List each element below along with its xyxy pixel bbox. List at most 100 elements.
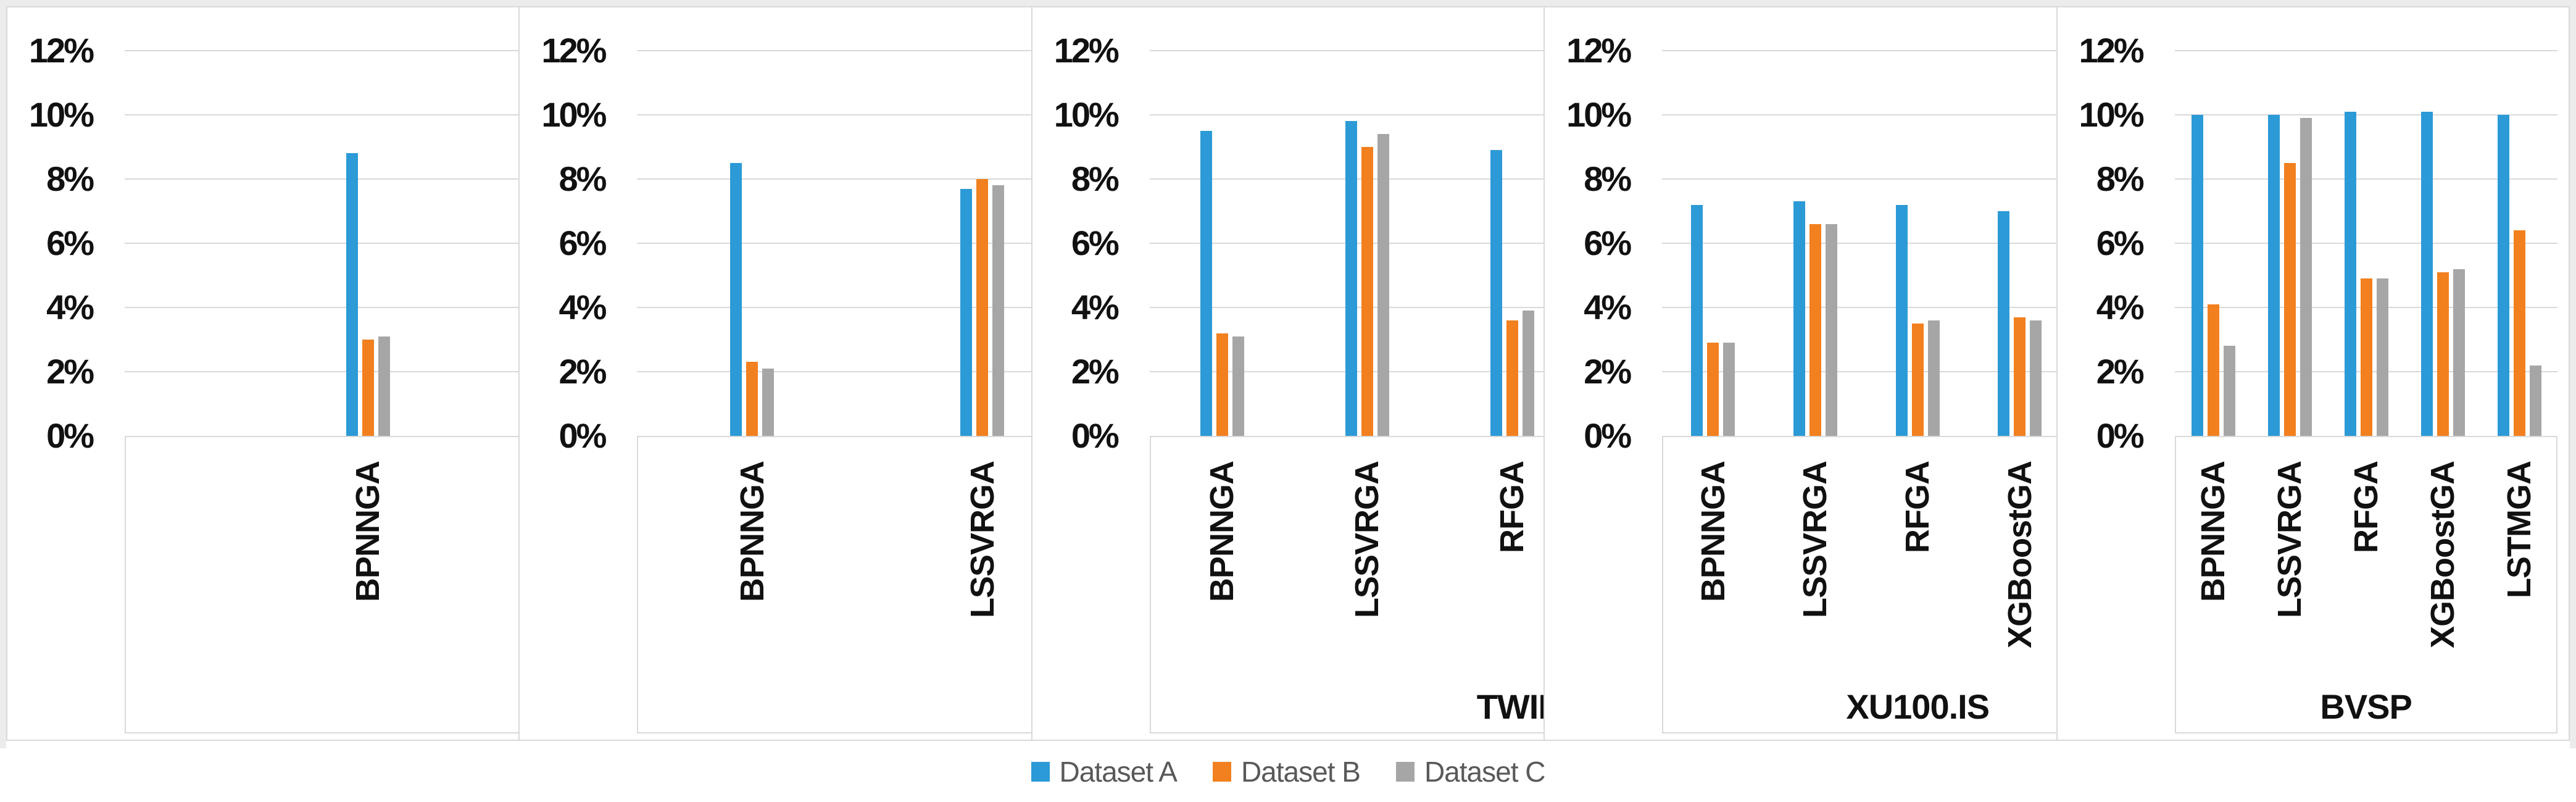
bar-dataset-a-rfga [2344, 112, 2356, 436]
bar-dataset-b-bpnnga [746, 362, 758, 436]
bar-dataset-b-bpnnga [2207, 304, 2219, 436]
chart-panel-n225: 12%10%8%6%4%2%0%BPNNGALSSVRGARFGAXGBoost… [6, 6, 2557, 741]
y-tick-label: 10% [1053, 95, 1120, 134]
gridline [1662, 178, 2174, 180]
bar-dataset-a-bpnnga [2191, 115, 2203, 436]
chart-panel-fchi: 12%10%8%6%4%2%0%BPNNGALSSVRGARFGAXGBoost… [518, 6, 1789, 741]
bar-dataset-a-lssvrga [1345, 121, 1357, 436]
bar-dataset-b-lssvrga [2283, 163, 2296, 436]
bar-dataset-a-lssvrga [2267, 115, 2280, 436]
bar-dataset-a-bpnnga [346, 153, 358, 436]
chart-panel-twii: 12%10%8%6%4%2%0%BPNNGALSSVRGARFGAXGBoost… [1031, 6, 1874, 741]
y-tick-label: 12% [1566, 31, 1632, 70]
y-tick-label: 6% [1584, 223, 1632, 262]
bar-dataset-b-bpnnga [362, 340, 374, 436]
gridline [1662, 114, 2174, 115]
y-tick-label: 2% [1584, 352, 1632, 391]
y-tick-label: 2% [2096, 352, 2145, 391]
bar-dataset-a-rfga [1490, 150, 1502, 436]
y-tick-label: 6% [1071, 223, 1120, 262]
bar-dataset-b-bpnnga [1216, 333, 1228, 436]
y-tick-label: 4% [1071, 288, 1120, 327]
y-tick-label: 0% [46, 416, 94, 455]
gridline [1149, 50, 1874, 51]
dataset-a-swatch-icon [1031, 761, 1050, 782]
bar-dataset-a-lssvrga [960, 189, 973, 436]
bar-dataset-b-rfga [2360, 278, 2372, 436]
gridline [1149, 243, 1874, 244]
x-axis-label-box [2174, 436, 2557, 733]
y-tick-label: 12% [28, 31, 94, 70]
bar-dataset-c-lssvrga [1377, 134, 1389, 436]
y-tick-label: 2% [46, 352, 94, 391]
gridline [2174, 243, 2557, 244]
bar-dataset-c-bpnnga [2223, 346, 2235, 436]
bar-dataset-b-lssvrga [976, 179, 989, 436]
bar-dataset-a-bpnnga [730, 163, 742, 436]
y-tick-label: 4% [2096, 288, 2145, 327]
bar-dataset-b-xgboostga [2014, 317, 2026, 436]
y-tick-label: 10% [541, 95, 607, 134]
bar-dataset-c-bpnnga [378, 336, 390, 436]
bar-dataset-b-lssvrga [1361, 147, 1373, 436]
bar-dataset-c-lssvrga [992, 185, 1005, 436]
y-tick-label: 10% [1566, 95, 1632, 134]
gridline [1149, 114, 1874, 115]
y-tick-label: 8% [1584, 159, 1632, 198]
gridline [1662, 243, 2174, 244]
chart-panel-xu100-is: 12% 10% 8% 6% 4% 2% 0% BPNNGA LSSVRGA RFGA XGBoost… [1544, 6, 2174, 741]
bar-dataset-a-xgboostga [2420, 112, 2433, 436]
bar-dataset-b-xgboostga [2437, 272, 2449, 436]
y-tick-label: 6% [559, 223, 607, 262]
dataset-c-swatch-icon [1395, 761, 1415, 782]
bar-dataset-c-bpnnga [1723, 343, 1735, 436]
gridline [2174, 178, 2557, 180]
y-tick-label: 12% [541, 31, 607, 70]
gridline [1149, 307, 1874, 308]
bar-dataset-b-rfga [1912, 324, 1924, 436]
bar-dataset-c-rfga [1928, 320, 1940, 436]
y-tick-label: 4% [46, 288, 94, 327]
y-tick-label: 10% [2079, 95, 2145, 134]
figure-edge-right [2570, 0, 2576, 748]
bar-dataset-c-lssvrga [1826, 224, 1838, 436]
y-tick-label: 8% [1071, 159, 1120, 198]
y-tick-label: 2% [1071, 352, 1120, 391]
y-tick-label: 12% [2079, 31, 2145, 70]
y-tick-label: 2% [559, 352, 607, 391]
y-tick-label: 8% [46, 159, 94, 198]
y-tick-label: 8% [2096, 159, 2145, 198]
legend-item-dataset-a: Dataset A [1031, 755, 1178, 788]
bar-dataset-a-xgboostga [1998, 211, 2010, 436]
bar-dataset-b-lstmga [2513, 230, 2525, 436]
y-tick-label: 0% [2096, 416, 2145, 455]
bar-dataset-c-xgboostga [2030, 320, 2042, 436]
y-tick-label: 4% [559, 288, 607, 327]
gridline [1662, 50, 2174, 51]
gridline [1662, 307, 2174, 308]
bar-dataset-c-rfga [2376, 278, 2388, 436]
bar-dataset-a-lssvrga [1793, 201, 1806, 436]
chart-title: BVSP [2320, 687, 2412, 726]
legend-label-dataset-a: Dataset A [1059, 755, 1178, 788]
bar-dataset-a-rfga [1896, 205, 1908, 436]
y-tick-label: 6% [46, 223, 94, 262]
dataset-b-swatch-icon [1212, 761, 1231, 782]
bar-dataset-b-bpnnga [1707, 343, 1719, 436]
legend-item-dataset-b: Dataset B [1212, 755, 1361, 788]
bar-dataset-c-lstmga [2529, 365, 2541, 436]
y-tick-label: 0% [1071, 416, 1120, 455]
chart-panel-bvsp: 12% 10% 8% 6% 4% 2% 0% BPNNGA LSSVRGA RFGA XGBoost… [2056, 6, 2570, 741]
figure-edge-top [0, 0, 2576, 6]
y-tick-label: 0% [559, 416, 607, 455]
figure-edge-left [0, 0, 6, 748]
legend-label-dataset-c: Dataset C [1424, 755, 1546, 788]
bar-dataset-a-bpnnga [1691, 205, 1703, 436]
bar-dataset-c-bpnnga [1232, 336, 1244, 436]
y-tick-label: 0% [1584, 416, 1632, 455]
gridline [1149, 178, 1874, 180]
bar-dataset-c-bpnnga [762, 369, 775, 436]
y-tick-label: 12% [1053, 31, 1120, 70]
bar-dataset-c-lssvrga [2300, 118, 2312, 436]
